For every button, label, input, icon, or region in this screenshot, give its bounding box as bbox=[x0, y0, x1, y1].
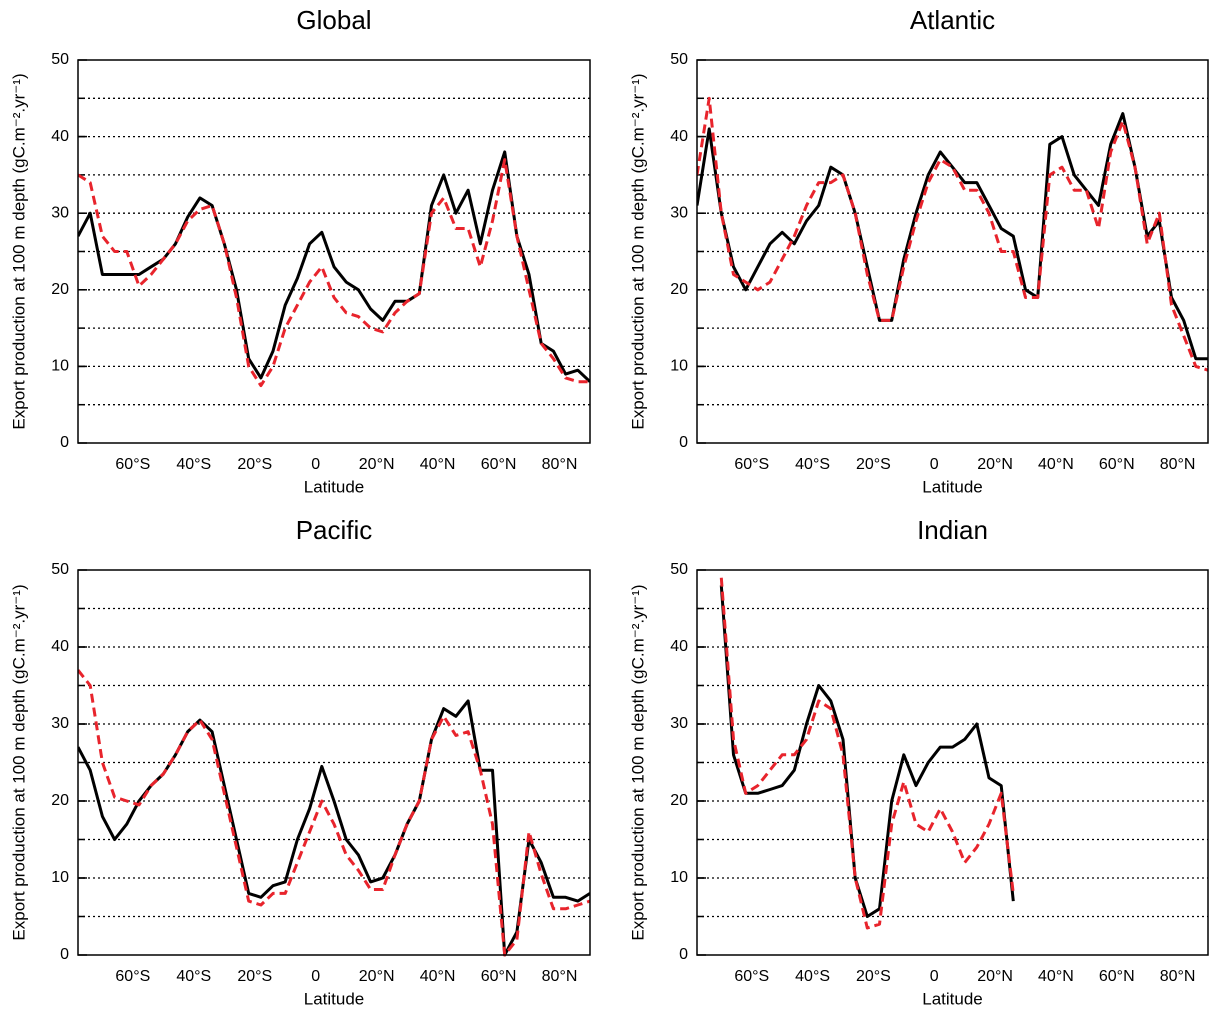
data-line bbox=[719, 577, 1015, 930]
y-tick-label: 10 bbox=[670, 358, 688, 375]
x-tick-label: 40°S bbox=[176, 968, 211, 985]
x-axis-label: Latitude bbox=[922, 477, 983, 496]
y-tick-label: 50 bbox=[51, 51, 69, 68]
y-tick-label: 50 bbox=[670, 561, 688, 578]
x-tick-label: 0 bbox=[311, 968, 320, 985]
y-tick-label: 20 bbox=[51, 281, 69, 298]
x-tick-label: 60°N bbox=[1099, 968, 1135, 985]
y-axis-label: Export production at 100 m depth (gC.m⁻²… bbox=[9, 73, 28, 429]
x-tick-label: 40°N bbox=[1038, 456, 1074, 473]
x-tick-label: 0 bbox=[930, 456, 939, 473]
y-tick-label: 10 bbox=[670, 869, 688, 886]
plot-area bbox=[78, 669, 590, 957]
plot-area bbox=[719, 577, 1015, 930]
panel: Indian 0 10 20 30 40 50 60°S 40°S 20°S 0 20°N 40°N 60… bbox=[628, 515, 1209, 1008]
x-tick-label: 60°S bbox=[115, 456, 150, 473]
y-tick-label: 40 bbox=[670, 638, 688, 655]
x-tick-label: 40°N bbox=[1038, 968, 1074, 985]
x-tick-label: 40°S bbox=[795, 456, 830, 473]
x-tick-label: 20°N bbox=[977, 968, 1013, 985]
data-line bbox=[78, 669, 590, 957]
y-tick-label: 0 bbox=[60, 434, 69, 451]
x-tick-label: 60°S bbox=[734, 456, 769, 473]
x-axis-label: Latitude bbox=[304, 477, 365, 496]
y-tick-label: 50 bbox=[670, 51, 688, 68]
y-tick-label: 20 bbox=[670, 792, 688, 809]
x-tick-label: 60°S bbox=[115, 968, 150, 985]
y-tick-label: 0 bbox=[679, 946, 688, 963]
y-tick-label: 30 bbox=[670, 715, 688, 732]
x-axis-label: Latitude bbox=[922, 989, 983, 1008]
panel: Pacific 0 10 20 30 40 50 60°S 40°S 20°S 0 20°N 40°N 6… bbox=[9, 515, 591, 1008]
plot-frame bbox=[77, 59, 591, 444]
x-tick-label: 20°S bbox=[237, 456, 272, 473]
x-tick-label: 60°N bbox=[1099, 456, 1135, 473]
x-tick-label: 20°N bbox=[977, 456, 1013, 473]
x-tick-label: 20°S bbox=[856, 456, 891, 473]
y-tick-label: 40 bbox=[51, 638, 69, 655]
x-tick-label: 20°S bbox=[856, 968, 891, 985]
data-line bbox=[697, 112, 1208, 361]
x-tick-label: 20°N bbox=[359, 456, 395, 473]
panel-title: Atlantic bbox=[910, 5, 995, 35]
x-tick-label: 0 bbox=[930, 968, 939, 985]
y-tick-label: 50 bbox=[51, 561, 69, 578]
plot-area bbox=[697, 96, 1208, 372]
plot-frame bbox=[696, 59, 1209, 444]
y-axis-label: Export production at 100 m depth (gC.m⁻²… bbox=[9, 584, 28, 940]
data-line bbox=[78, 158, 590, 388]
panel-title: Indian bbox=[917, 515, 988, 545]
y-axis-label: Export production at 100 m depth (gC.m⁻²… bbox=[628, 73, 647, 429]
x-tick-label: 80°N bbox=[1160, 456, 1196, 473]
x-tick-label: 80°N bbox=[542, 456, 578, 473]
data-line bbox=[697, 96, 1208, 372]
x-axis-label: Latitude bbox=[304, 989, 365, 1008]
y-axis-label: Export production at 100 m depth (gC.m⁻²… bbox=[628, 584, 647, 940]
y-tick-label: 10 bbox=[51, 358, 69, 375]
y-tick-label: 40 bbox=[670, 128, 688, 145]
x-tick-label: 40°S bbox=[795, 968, 830, 985]
x-tick-label: 60°S bbox=[734, 968, 769, 985]
x-tick-label: 0 bbox=[311, 456, 320, 473]
y-tick-label: 30 bbox=[670, 204, 688, 221]
plot-frame bbox=[77, 569, 591, 956]
y-tick-label: 30 bbox=[51, 204, 69, 221]
x-tick-label: 80°N bbox=[542, 968, 578, 985]
plot-frame bbox=[696, 569, 1209, 956]
x-tick-label: 60°N bbox=[481, 968, 517, 985]
plot-area bbox=[78, 150, 590, 388]
x-tick-label: 60°N bbox=[481, 456, 517, 473]
y-tick-label: 30 bbox=[51, 715, 69, 732]
y-tick-label: 20 bbox=[670, 281, 688, 298]
y-tick-label: 20 bbox=[51, 792, 69, 809]
y-tick-label: 0 bbox=[60, 946, 69, 963]
data-line bbox=[719, 585, 1015, 918]
y-tick-label: 40 bbox=[51, 128, 69, 145]
x-tick-label: 40°N bbox=[420, 968, 456, 985]
panel-title: Pacific bbox=[296, 515, 373, 545]
y-tick-label: 10 bbox=[51, 869, 69, 886]
x-tick-label: 20°N bbox=[359, 968, 395, 985]
panel: Atlantic 0 10 20 30 40 50 60°S 40°S 20°S 0 20°N 40°N… bbox=[628, 5, 1209, 496]
x-tick-label: 40°N bbox=[420, 456, 456, 473]
data-line bbox=[78, 150, 590, 383]
x-tick-label: 40°S bbox=[176, 456, 211, 473]
x-tick-label: 80°N bbox=[1160, 968, 1196, 985]
panel-title: Global bbox=[296, 5, 371, 35]
x-tick-label: 20°S bbox=[237, 968, 272, 985]
y-tick-label: 0 bbox=[679, 434, 688, 451]
panel: Global 0 10 20 30 40 50 60°S 40°S 20°S 0 20°N 40°N 60… bbox=[9, 5, 591, 496]
